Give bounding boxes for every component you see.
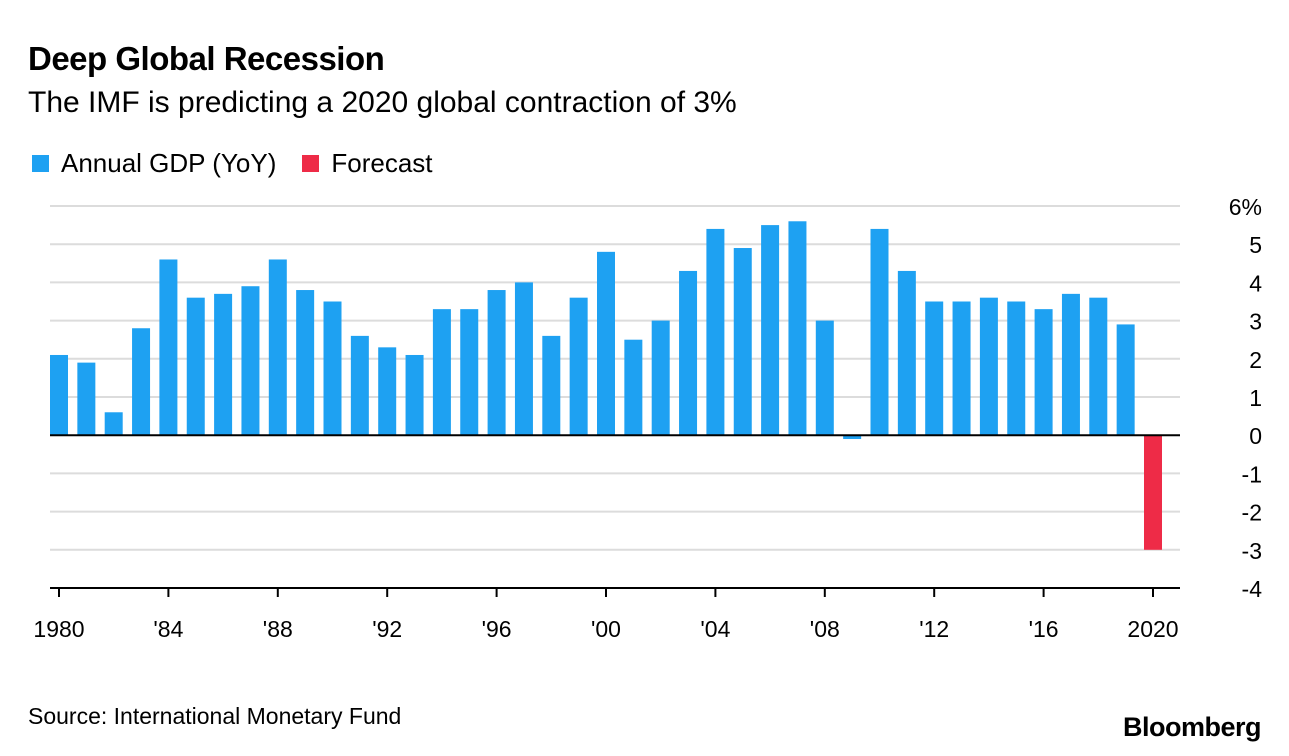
y-tick-label: 2 bbox=[1249, 347, 1262, 373]
y-tick-label: -4 bbox=[1242, 576, 1263, 602]
x-tick-label: '84 bbox=[153, 616, 183, 642]
brand-logo: Bloomberg bbox=[1122, 712, 1262, 742]
bar bbox=[350, 335, 369, 436]
bar bbox=[241, 286, 260, 436]
legend-label-forecast: Forecast bbox=[331, 148, 433, 178]
bar bbox=[979, 297, 998, 436]
x-tick-label: 1980 bbox=[33, 616, 84, 642]
bar bbox=[186, 297, 205, 436]
bar bbox=[514, 282, 533, 436]
bar bbox=[405, 354, 424, 436]
x-tick-label: '12 bbox=[919, 616, 949, 642]
bar bbox=[870, 228, 889, 436]
y-tick-label: 4 bbox=[1249, 270, 1262, 296]
bar bbox=[1007, 301, 1026, 436]
bar bbox=[268, 259, 287, 436]
bar bbox=[159, 259, 178, 436]
x-tick-label: '00 bbox=[591, 616, 621, 642]
x-tick-label: '96 bbox=[482, 616, 512, 642]
bar bbox=[815, 320, 834, 436]
bar bbox=[378, 347, 397, 436]
bar bbox=[679, 270, 698, 436]
y-tick-label: 3 bbox=[1249, 309, 1262, 335]
x-tick-label: '04 bbox=[700, 616, 730, 642]
bar bbox=[50, 354, 68, 436]
bar bbox=[952, 301, 971, 436]
bar bbox=[1061, 293, 1080, 436]
bar bbox=[1089, 297, 1108, 436]
x-tick-label: '08 bbox=[810, 616, 840, 642]
y-tick-label: 0 bbox=[1249, 423, 1262, 449]
bar bbox=[624, 339, 643, 436]
bar bbox=[733, 248, 752, 436]
bar bbox=[1116, 324, 1135, 436]
bar bbox=[542, 335, 561, 436]
y-tick-label: 5 bbox=[1249, 232, 1262, 258]
bar bbox=[569, 297, 588, 436]
bar bbox=[843, 435, 862, 440]
legend-swatch-annual-gdp bbox=[32, 155, 49, 172]
y-tick-label: 6% bbox=[1229, 194, 1262, 220]
chart-subtitle: The IMF is predicting a 2020 global cont… bbox=[28, 86, 737, 119]
bar bbox=[925, 301, 944, 436]
bar bbox=[104, 412, 123, 436]
chart-title: Deep Global Recession bbox=[28, 40, 385, 77]
bar bbox=[597, 251, 615, 436]
legend-item-annual-gdp: Annual GDP (YoY) bbox=[32, 148, 276, 179]
x-tick-label: '92 bbox=[372, 616, 402, 642]
bar bbox=[296, 290, 315, 436]
bar bbox=[788, 221, 807, 436]
y-tick-label: -1 bbox=[1242, 461, 1262, 487]
bar bbox=[897, 270, 916, 436]
bar bbox=[77, 362, 96, 436]
legend-label-annual-gdp: Annual GDP (YoY) bbox=[61, 148, 277, 178]
x-tick-label: '88 bbox=[263, 616, 293, 642]
y-tick-label: 1 bbox=[1249, 385, 1262, 411]
bar bbox=[761, 225, 780, 436]
source-note: Source: International Monetary Fund bbox=[28, 703, 402, 729]
bar bbox=[706, 228, 725, 436]
bar bbox=[1144, 435, 1162, 550]
y-tick-label: -3 bbox=[1242, 538, 1262, 564]
bar bbox=[1034, 309, 1053, 436]
legend: Annual GDP (YoY) Forecast bbox=[32, 148, 459, 179]
x-tick-label: '16 bbox=[1029, 616, 1059, 642]
bar bbox=[214, 293, 233, 436]
bar bbox=[323, 301, 342, 436]
bar bbox=[651, 320, 670, 436]
x-tick-label: 2020 bbox=[1127, 616, 1178, 642]
bar bbox=[460, 309, 479, 436]
legend-item-forecast: Forecast bbox=[302, 148, 433, 179]
y-tick-label: -2 bbox=[1242, 500, 1262, 526]
legend-swatch-forecast bbox=[302, 155, 320, 172]
bar bbox=[487, 290, 506, 436]
bar bbox=[132, 328, 151, 436]
bar bbox=[432, 309, 451, 436]
